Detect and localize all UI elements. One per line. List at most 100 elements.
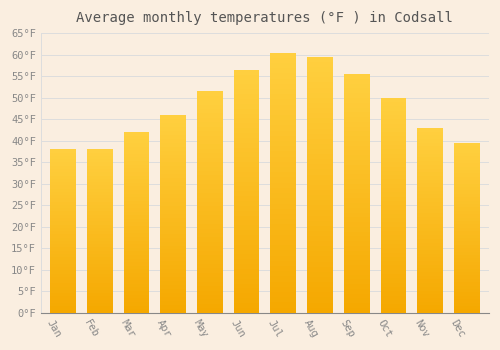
Bar — [50, 296, 76, 300]
Bar — [124, 248, 150, 251]
Bar — [87, 296, 112, 300]
Bar — [454, 272, 479, 275]
Bar — [50, 274, 76, 277]
Bar — [87, 277, 112, 280]
Bar — [197, 162, 222, 167]
Bar — [234, 191, 260, 196]
Bar — [87, 267, 112, 270]
Bar — [454, 282, 479, 286]
Bar — [418, 161, 443, 165]
Bar — [124, 139, 150, 143]
Bar — [160, 309, 186, 313]
Bar — [160, 301, 186, 305]
Bar — [160, 135, 186, 139]
Bar — [418, 169, 443, 172]
Bar — [87, 205, 112, 208]
Bar — [234, 177, 260, 182]
Bar — [124, 251, 150, 255]
Bar — [87, 228, 112, 231]
Bar — [270, 198, 296, 203]
Bar — [454, 156, 479, 160]
Bar — [197, 118, 222, 122]
Bar — [454, 224, 479, 228]
Bar — [270, 167, 296, 172]
Bar — [50, 225, 76, 228]
Bar — [454, 177, 479, 180]
Bar — [270, 266, 296, 271]
Bar — [124, 244, 150, 248]
Bar — [234, 279, 260, 284]
Bar — [234, 138, 260, 143]
Bar — [197, 109, 222, 113]
Bar — [87, 166, 112, 169]
Bar — [124, 154, 150, 158]
Bar — [234, 113, 260, 118]
Bar — [418, 198, 443, 202]
Bar — [87, 300, 112, 303]
Bar — [124, 219, 150, 223]
Bar — [270, 152, 296, 157]
Bar — [307, 267, 333, 272]
Bar — [454, 279, 479, 282]
Bar — [50, 192, 76, 195]
Bar — [380, 154, 406, 158]
Bar — [50, 215, 76, 218]
Bar — [418, 205, 443, 209]
Bar — [454, 180, 479, 184]
Bar — [454, 204, 479, 208]
Bar — [307, 180, 333, 185]
Bar — [307, 277, 333, 282]
Bar — [454, 150, 479, 153]
Bar — [270, 203, 296, 209]
Bar — [418, 280, 443, 283]
Bar — [380, 201, 406, 205]
Bar — [418, 143, 443, 146]
Bar — [197, 167, 222, 171]
Bar — [197, 308, 222, 313]
Bar — [307, 113, 333, 118]
Bar — [418, 298, 443, 302]
Bar — [124, 215, 150, 219]
Bar — [124, 161, 150, 164]
Bar — [454, 255, 479, 258]
Bar — [307, 108, 333, 113]
Bar — [307, 88, 333, 93]
Bar — [418, 220, 443, 224]
Bar — [270, 58, 296, 63]
Bar — [344, 303, 370, 308]
Bar — [197, 198, 222, 202]
Bar — [50, 238, 76, 241]
Bar — [270, 224, 296, 230]
Bar — [270, 193, 296, 198]
Bar — [380, 266, 406, 270]
Bar — [234, 254, 260, 259]
Bar — [50, 244, 76, 247]
Bar — [344, 98, 370, 103]
Bar — [307, 200, 333, 205]
Bar — [380, 141, 406, 145]
Bar — [270, 157, 296, 162]
Bar — [50, 270, 76, 274]
Bar — [418, 176, 443, 180]
Bar — [50, 247, 76, 251]
Bar — [197, 91, 222, 96]
Bar — [234, 99, 260, 104]
Bar — [234, 70, 260, 75]
Bar — [124, 230, 150, 233]
Bar — [234, 259, 260, 264]
Bar — [418, 246, 443, 250]
Bar — [380, 98, 406, 102]
Bar — [234, 284, 260, 288]
Bar — [344, 150, 370, 155]
Bar — [124, 280, 150, 284]
Bar — [380, 291, 406, 296]
Bar — [307, 205, 333, 210]
Bar — [87, 179, 112, 182]
Bar — [234, 245, 260, 250]
Bar — [50, 202, 76, 205]
Bar — [124, 291, 150, 295]
Bar — [197, 264, 222, 268]
Bar — [87, 231, 112, 234]
Bar — [50, 182, 76, 185]
Bar — [160, 194, 186, 198]
